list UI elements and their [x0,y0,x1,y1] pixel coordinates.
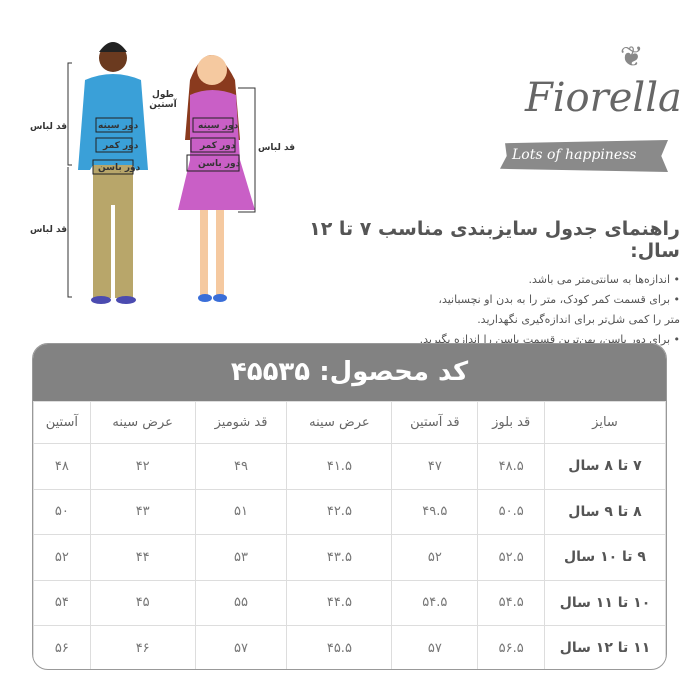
table-row: ۱۱ تا ۱۲ سال ۵۶.۵ ۵۷ ۴۵.۵ ۵۷ ۴۶ ۵۶ [33,625,666,669]
butterfly-icon: ❦ [620,40,644,73]
product-code-title: کد محصول: ۴۵۵۳۵ [33,344,666,401]
size-illustration [67,42,256,304]
label-waist-boy: دور کمر [103,141,139,151]
column-header: قد بلوز [477,401,545,444]
table-row: ۱۰ تا ۱۱ سال ۵۴.۵ ۵۴.۵ ۴۴.۵ ۵۵ ۴۵ ۵۴ [33,579,666,626]
size-guide: راهنمای جدول سایزبندی مناسب ۷ تا ۱۲ سال:… [280,218,680,350]
brand-logo: ❦ Fiorella Lots of happiness [500,35,682,195]
value-cell: ۴۳ [89,488,196,535]
value-cell: ۵۴.۵ [391,579,479,626]
brand-tagline: Lots of happiness [512,147,637,163]
girl-figure [178,55,255,302]
value-cell: ۴۴.۵ [286,579,393,626]
value-cell: ۴۹.۵ [391,488,479,535]
table-row: ۸ تا ۹ سال ۵۰.۵ ۴۹.۵ ۴۲.۵ ۵۱ ۴۳ ۵۰ [33,488,666,535]
value-cell: ۴۷ [391,443,479,490]
value-cell: ۴۹ [194,443,288,490]
column-header: عرض سینه [286,401,393,444]
value-cell: ۵۴ [33,579,91,626]
value-cell: ۴۸ [33,443,91,490]
size-cell: ۷ تا ۸ سال [544,443,666,490]
value-cell: ۵۷ [194,625,288,669]
column-header: قد آستین [391,401,479,444]
value-cell: ۴۸.۵ [477,443,545,490]
column-header: آستین [33,401,91,444]
label-chest-girl: دور سینه [198,121,239,131]
tagline-banner [500,140,668,172]
value-cell: ۵۷ [391,625,479,669]
value-cell: ۴۵.۵ [286,625,393,669]
value-cell: ۵۱ [194,488,288,535]
boy-figure [78,42,148,304]
guide-line: • اندازه‌ها به سانتی‌متر می باشد. [528,273,680,286]
label-garment-length-girl: قد لباس [258,143,296,153]
value-cell: ۵۶.۵ [477,625,545,669]
value-cell: ۵۲ [33,534,91,581]
label-garment-length-boy-bottom: قد لباس [30,225,68,235]
value-cell: ۴۳.۵ [286,534,393,581]
value-cell: ۵۲.۵ [477,534,545,581]
value-cell: ۴۲ [89,443,196,490]
value-cell: ۴۲.۵ [286,488,393,535]
table-row: ۷ تا ۸ سال ۴۸.۵ ۴۷ ۴۱.۵ ۴۹ ۴۲ ۴۸ [33,443,666,490]
size-table: کد محصول: ۴۵۵۳۵ سایز قد بلوز قد آستین عرض س… [32,343,667,670]
label-hip-girl: دور باسن [198,159,241,169]
value-cell: ۴۵ [89,579,196,626]
value-cell: ۵۰.۵ [477,488,545,535]
value-cell: ۴۱.۵ [286,443,393,490]
column-header: عرض سینه [89,401,196,444]
size-cell: ۱۰ تا ۱۱ سال [544,579,666,626]
size-cell: ۸ تا ۹ سال [544,488,666,535]
column-header: سایز [544,401,666,444]
label-waist-girl: دور کمر [200,141,236,151]
column-header: قد شومیز [194,401,288,444]
label-sleeve-length: طول آستین [149,90,177,110]
label-hip-boy: دور باسن [98,163,141,173]
value-cell: ۵۶ [33,625,91,669]
value-cell: ۵۰ [33,488,91,535]
guide-line: متر را کمی شل‌تر برای اندازه‌گیری نگهدار… [477,313,680,326]
guide-line: • برای دور باسن، پهن‌ترین قسمت باسن را ا… [419,333,680,346]
label-garment-length-boy-top: قد لباس [30,122,68,132]
table-row: ۹ تا ۱۰ سال ۵۲.۵ ۵۲ ۴۳.۵ ۵۳ ۴۴ ۵۲ [33,534,666,581]
value-cell: ۵۲ [391,534,479,581]
size-cell: ۱۱ تا ۱۲ سال [544,625,666,669]
guide-title: راهنمای جدول سایزبندی مناسب ۷ تا ۱۲ سال: [309,218,680,262]
guide-line: • برای قسمت کمر کودک، متر را به بدن او ن… [438,293,680,306]
size-cell: ۹ تا ۱۰ سال [544,534,666,581]
value-cell: ۴۶ [89,625,196,669]
value-cell: ۵۵ [194,579,288,626]
value-cell: ۵۳ [194,534,288,581]
value-cell: ۴۴ [89,534,196,581]
brand-name: Fiorella [525,75,682,121]
label-chest-boy: دور سینه [98,121,139,131]
value-cell: ۵۴.۵ [477,579,545,626]
table-header-row: سایز قد بلوز قد آستین عرض سینه قد شومیز عرض س… [33,401,666,444]
